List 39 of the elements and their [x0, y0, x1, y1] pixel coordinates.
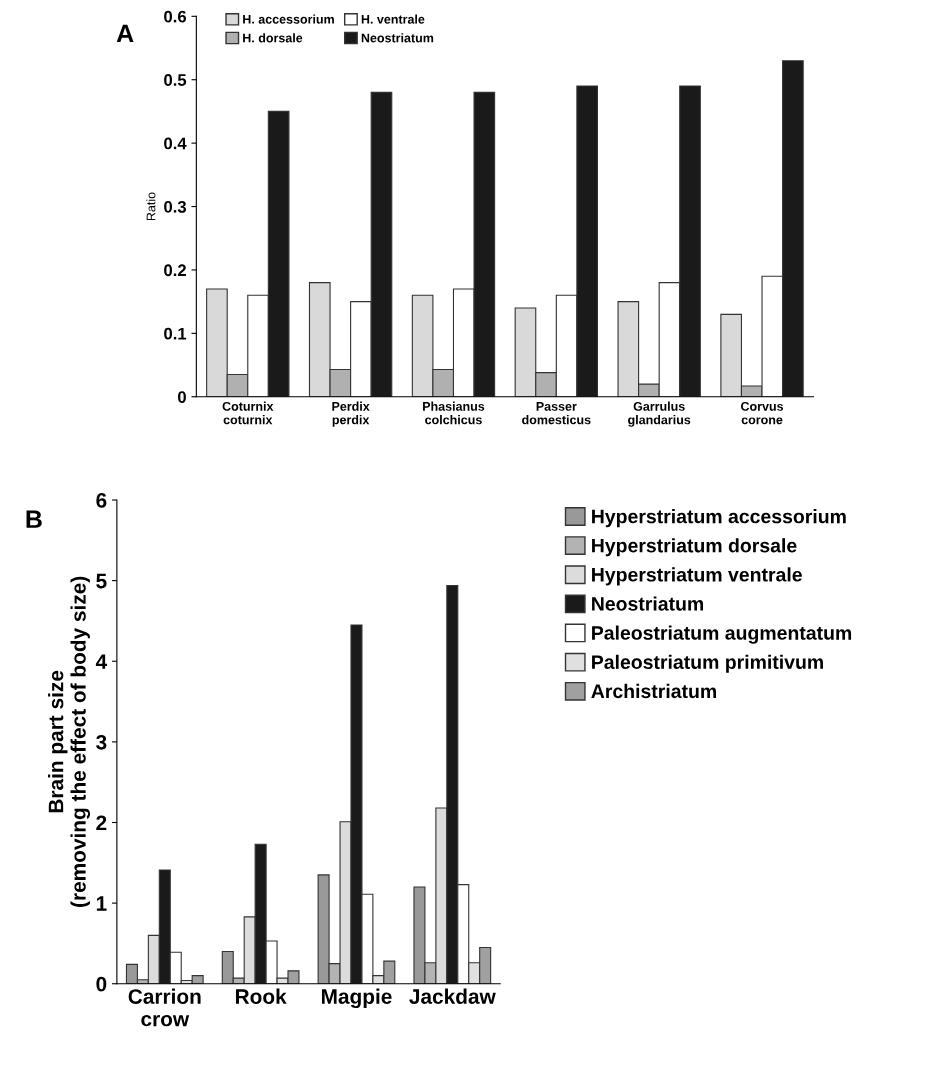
x-tick-label: Passer domesticus	[522, 402, 591, 425]
x-tick-label: Garrulus glandarius	[628, 401, 691, 427]
legend-label: Hyperstriatum accessorium	[592, 509, 846, 528]
y-tick-label: 5	[96, 573, 107, 589]
x-tick-label: Magpie	[321, 988, 392, 1009]
y-tick-label: 4	[95, 654, 108, 669]
x-tick-label: Carrion crow	[128, 988, 201, 1027]
x-tick-label: Coturnix coturnix	[222, 401, 274, 425]
x-tick-label: Phasianus colchicus	[423, 401, 485, 425]
text: A	[116, 24, 134, 43]
y-tick-label: 1	[96, 896, 107, 911]
y-tick-label: 0.6	[164, 10, 187, 23]
y-tick-label: 0	[178, 391, 186, 403]
legend-label: Neostriatum	[592, 596, 704, 611]
x-tick-label: Jackdaw	[409, 988, 496, 1004]
legend-label: Hyperstriatum ventrale	[592, 567, 802, 586]
y-tick-label: 3	[96, 734, 107, 750]
legend-label: H. accessorium	[243, 14, 334, 24]
x-tick-label: Perdix perdix	[332, 401, 370, 427]
y-tick-label: 6	[96, 493, 107, 508]
y-tick-label: 0.5	[164, 74, 187, 86]
y-tick-label: 0.4	[164, 137, 187, 150]
y-tick-label: 0	[96, 976, 107, 992]
y-tick-label: 0.2	[164, 264, 186, 277]
y-axis-title: Brain part size (removing the effect of body size)	[48, 576, 91, 907]
legend-label: Archistriatum	[591, 683, 716, 699]
text: B	[26, 510, 42, 528]
legend-label: Neostriatum	[361, 33, 434, 43]
y-tick-label: 2	[96, 815, 107, 831]
legend-label: Paleostriatum primitivum	[592, 654, 823, 673]
legend-label: H. dorsale	[243, 33, 303, 43]
y-tick-label: 0.3	[164, 200, 187, 213]
y-axis-title: Ratio	[146, 192, 156, 221]
x-tick-label: Rook	[235, 988, 287, 1004]
y-tick-label: 0.1	[164, 327, 187, 340]
legend-label: Hyperstriatum dorsale	[592, 538, 797, 557]
legend-label: Paleostriatum augmentatum	[592, 625, 852, 644]
legend-label: H. ventrale	[361, 14, 425, 24]
x-tick-label: Corvus corone	[741, 401, 784, 425]
